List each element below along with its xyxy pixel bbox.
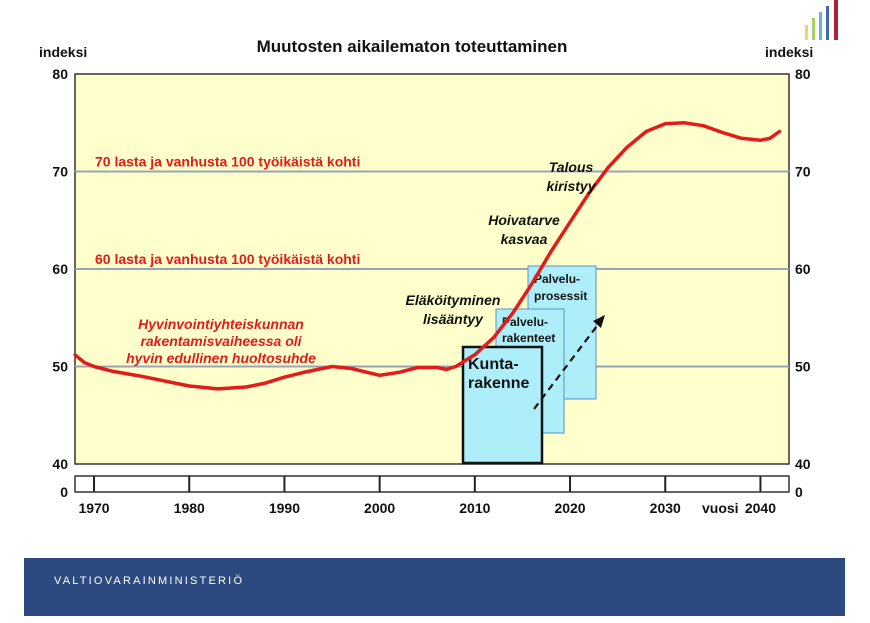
y-tick-label: 60 [795, 261, 811, 277]
x-tick-label: 2030 [650, 500, 681, 516]
kuntarakenne-label: Kunta- [468, 356, 519, 373]
y-tick-label: 70 [795, 164, 811, 180]
y-zero-label: 0 [60, 484, 68, 500]
ministry-logo-icon [803, 0, 848, 45]
x-axis-label: vuosi [702, 500, 739, 516]
annotation-hoivatarve: kasvaa [501, 231, 548, 247]
y-zero-label: 0 [795, 484, 803, 500]
footer-bar: VALTIOVARAINMINISTERIÖ [24, 558, 845, 616]
y-axis-left-label: indeksi [39, 44, 87, 60]
y-axis-left: 40 50 60 70 80 0 [52, 66, 68, 500]
palveluprosessit-label: Palvelu- [534, 272, 580, 286]
footer-organization: VALTIOVARAINMINISTERIÖ [54, 575, 245, 587]
x-tick-label: 1970 [78, 500, 109, 516]
palvelurakenteet-label: Palvelu- [502, 315, 548, 329]
y-tick-label: 40 [52, 456, 68, 472]
trend-arrow-shaft [533, 321, 601, 410]
y-tick-label: 60 [52, 261, 68, 277]
service-boxes: Palvelu-prosessit Palvelu-rakenteet Kunta-… [461, 265, 597, 465]
x-tick-label: 1990 [269, 500, 300, 516]
annotation-hyvinvointi: rakentamisvaiheessa oli [140, 333, 302, 349]
annotation-elakoityminen: lisääntyy [423, 311, 484, 327]
axis-frame [74, 475, 790, 493]
y-tick-label: 80 [52, 66, 68, 82]
y-tick-label: 70 [52, 164, 68, 180]
x-tick-label: 2010 [459, 500, 490, 516]
x-axis-strip [74, 475, 790, 493]
y-tick-label: 50 [52, 359, 68, 375]
x-tick-label: 2000 [364, 500, 395, 516]
trend-arrow-head [593, 315, 605, 328]
chart-title: Muutosten aikailematon toteuttaminen [257, 37, 568, 56]
x-tick-label: 2040 [745, 500, 776, 516]
y-tick-label: 50 [795, 359, 811, 375]
y-tick-label: 40 [795, 456, 811, 472]
chart: 70 lasta ja vanhusta 100 työikäistä koht… [39, 37, 813, 516]
palvelurakenteet-label: rakenteet [502, 331, 555, 345]
series [73, 121, 782, 391]
series-line [73, 121, 782, 391]
x-tick-label: 1980 [174, 500, 205, 516]
annotation-talous: Talous [549, 159, 594, 175]
palveluprosessit-label: prosessit [534, 289, 587, 303]
annotation-talous: kiristyy [546, 178, 596, 194]
annotations: Hyvinvointiyhteiskunnanrakentamisvaihees… [126, 159, 597, 366]
annotation-hyvinvointi: Hyvinvointiyhteiskunnan [138, 316, 304, 332]
annotation-hoivatarve: Hoivatarve [488, 212, 560, 228]
x-tick-label: 2020 [554, 500, 585, 516]
y-axis-right: 40 50 60 70 80 0 [795, 66, 811, 500]
reference-lines: 70 lasta ja vanhusta 100 työikäistä koht… [95, 154, 360, 268]
x-axis: 1970 1980 1990 2000 2010 2020 2030 2040 [78, 476, 776, 516]
y-axis-right-label: indeksi [765, 44, 813, 60]
y-tick-label: 80 [795, 66, 811, 82]
reference-line-label: 60 lasta ja vanhusta 100 työikäistä koht… [95, 251, 360, 267]
kuntarakenne-label: rakenne [468, 375, 529, 392]
annotation-hyvinvointi: hyvin edullinen huoltosuhde [126, 350, 316, 366]
trend-arrow [533, 315, 605, 410]
annotation-elakoityminen: Eläköityminen [406, 292, 501, 308]
kuntarakenne-box [461, 345, 544, 465]
reference-line-label: 70 lasta ja vanhusta 100 työikäistä koht… [95, 154, 360, 170]
